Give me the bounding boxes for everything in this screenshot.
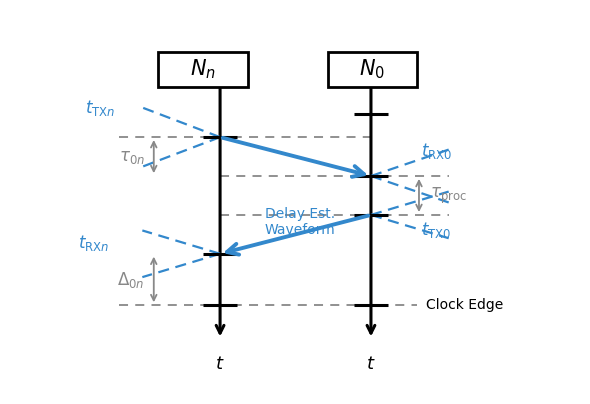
FancyBboxPatch shape <box>327 52 417 87</box>
Text: $N_n$: $N_n$ <box>190 58 216 81</box>
Text: Clock Edge: Clock Edge <box>426 298 503 312</box>
FancyBboxPatch shape <box>158 52 248 87</box>
Text: $\tau_{\mathrm{proc}}$: $\tau_{\mathrm{proc}}$ <box>431 185 467 206</box>
Text: $\Delta_{0n}$: $\Delta_{0n}$ <box>117 269 145 290</box>
Text: $t$: $t$ <box>215 355 225 373</box>
Text: $\mathbf{\it{t}}_{\mathrm{TX0}}$: $\mathbf{\it{t}}_{\mathrm{TX0}}$ <box>421 221 451 240</box>
Text: $N_0$: $N_0$ <box>359 58 385 81</box>
Text: $\tau_{0n}$: $\tau_{0n}$ <box>119 148 145 166</box>
Text: $\mathbf{\it{t}}_{\mathrm{RX}\mathbf{\it{n}}}$: $\mathbf{\it{t}}_{\mathrm{RX}\mathbf{\it… <box>78 233 110 253</box>
Text: $\mathbf{\it{t}}_{\mathrm{RX0}}$: $\mathbf{\it{t}}_{\mathrm{RX0}}$ <box>421 141 453 161</box>
Text: $\mathbf{\it{t}}_{\mathrm{TX}\mathbf{\it{n}}}$: $\mathbf{\it{t}}_{\mathrm{TX}\mathbf{\it… <box>85 98 116 118</box>
Text: $t$: $t$ <box>366 355 376 373</box>
Text: Delay Est.
Waveform: Delay Est. Waveform <box>265 207 336 237</box>
